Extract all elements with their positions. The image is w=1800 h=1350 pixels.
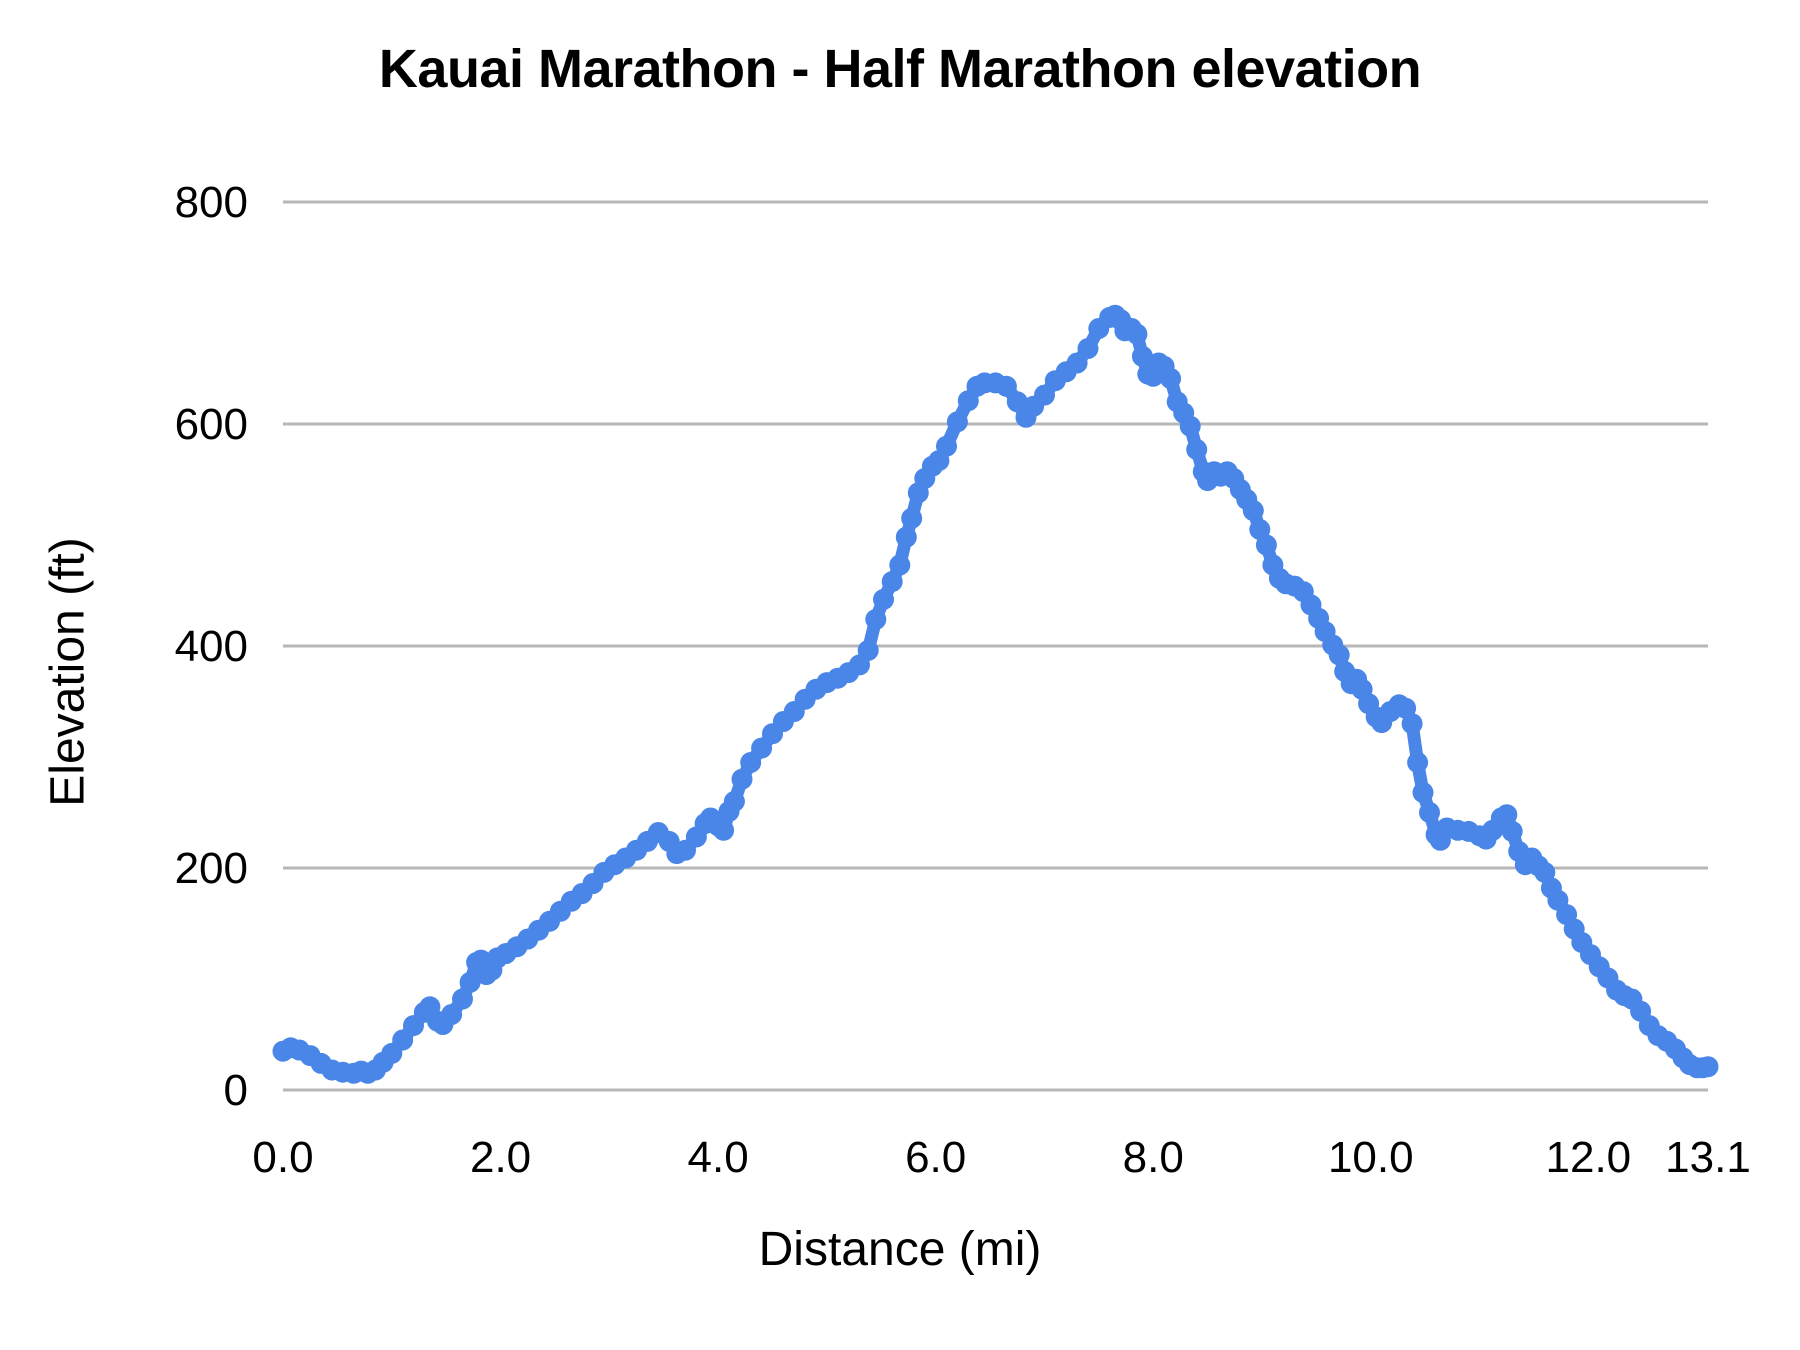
series-point — [452, 988, 473, 1010]
y-tick-label: 0 — [224, 1066, 248, 1115]
series-point — [1255, 534, 1277, 556]
series-point — [1066, 352, 1088, 374]
series-point — [946, 411, 968, 433]
series-point — [751, 737, 773, 759]
series-point — [1496, 804, 1518, 826]
series-point — [873, 588, 894, 610]
series-point — [459, 971, 481, 993]
x-tick-label: 4.0 — [688, 1133, 749, 1182]
series-point — [865, 608, 887, 630]
x-tick-label: 10.0 — [1328, 1133, 1414, 1182]
x-tick-label: 8.0 — [1123, 1133, 1184, 1182]
series-point — [895, 526, 917, 548]
series-point — [1179, 415, 1201, 437]
series-point — [1077, 338, 1099, 359]
chart-title: Kauai Marathon - Half Marathon elevation — [378, 39, 1422, 99]
x-tick-label: 6.0 — [905, 1133, 966, 1182]
series-point — [1401, 713, 1423, 735]
series-point — [1412, 782, 1434, 803]
series-point — [881, 571, 903, 593]
y-tick-label: 400 — [175, 622, 248, 671]
series-point — [995, 375, 1017, 397]
series-point — [1419, 802, 1440, 823]
series-point — [1034, 384, 1055, 406]
x-tick-label: 13.1 — [1665, 1133, 1751, 1182]
series-point — [1160, 368, 1182, 389]
series-point — [731, 768, 753, 790]
y-tick-label: 200 — [175, 844, 248, 893]
y-axis-title: Elevation (ft) — [41, 537, 95, 807]
series-point — [1407, 752, 1429, 773]
series-point — [901, 507, 923, 529]
series-point — [1131, 345, 1153, 367]
series-point — [1242, 500, 1264, 522]
series-point — [1328, 644, 1350, 666]
x-axis-title: Distance (mi) — [758, 1223, 1042, 1276]
series-point — [936, 435, 957, 457]
series-point — [392, 1029, 414, 1051]
x-tick-label: 2.0 — [470, 1133, 531, 1182]
y-tick-label: 800 — [175, 178, 248, 227]
series-point — [857, 639, 879, 661]
series-point — [1126, 323, 1148, 345]
series-point — [1697, 1056, 1719, 1078]
series-point — [889, 554, 911, 576]
y-tick-label: 600 — [175, 400, 248, 449]
series-point — [723, 790, 745, 812]
series-point — [740, 752, 762, 773]
series-point — [713, 819, 735, 841]
x-tick-label: 0.0 — [252, 1133, 313, 1182]
series-point — [1501, 820, 1523, 842]
series-point — [1186, 439, 1208, 460]
x-tick-label: 12.0 — [1546, 1133, 1632, 1182]
series-point — [1006, 391, 1028, 413]
series-point — [441, 1004, 463, 1025]
